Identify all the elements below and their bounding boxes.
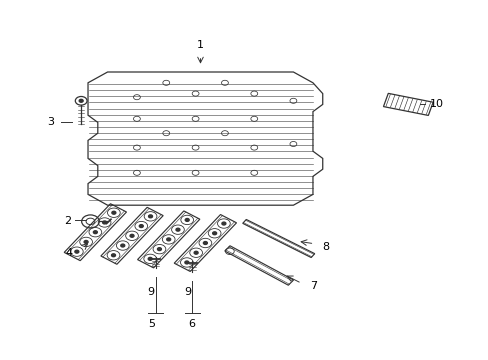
Text: 4: 4 (65, 248, 72, 258)
Circle shape (157, 248, 161, 251)
Circle shape (166, 238, 170, 241)
Circle shape (176, 228, 180, 231)
Text: 6: 6 (188, 319, 195, 329)
Circle shape (139, 225, 143, 228)
Circle shape (75, 250, 79, 253)
Circle shape (212, 232, 216, 235)
Circle shape (203, 242, 207, 244)
Circle shape (112, 211, 116, 214)
Text: 8: 8 (321, 242, 328, 252)
Circle shape (102, 221, 106, 224)
Text: 5: 5 (148, 319, 155, 329)
Circle shape (185, 219, 189, 221)
Circle shape (184, 261, 188, 264)
Circle shape (194, 251, 198, 254)
Text: 7: 7 (310, 281, 317, 291)
Circle shape (222, 222, 225, 225)
Circle shape (111, 254, 115, 257)
Circle shape (93, 231, 97, 234)
Circle shape (79, 99, 83, 102)
Circle shape (148, 215, 152, 218)
Text: 2: 2 (63, 216, 71, 226)
Text: 3: 3 (47, 117, 54, 127)
Text: 10: 10 (429, 99, 444, 109)
Circle shape (148, 257, 152, 260)
Text: 1: 1 (197, 40, 203, 50)
Circle shape (121, 244, 124, 247)
Circle shape (84, 240, 88, 243)
Circle shape (130, 234, 134, 237)
Text: 9: 9 (184, 287, 191, 297)
Text: 9: 9 (147, 287, 154, 297)
